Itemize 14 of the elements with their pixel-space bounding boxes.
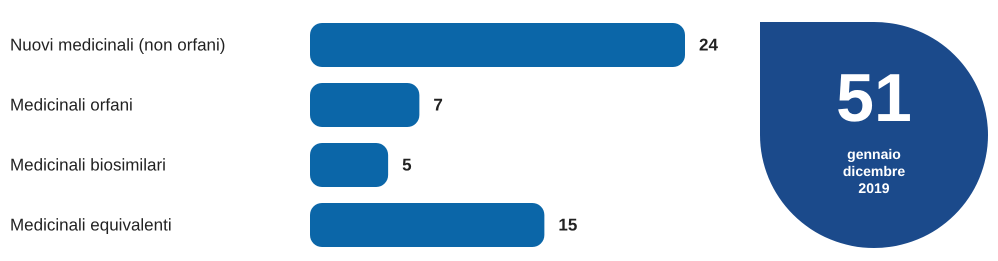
data-label: 5 xyxy=(402,156,412,174)
y-tick-label: Medicinali orfani xyxy=(10,96,133,114)
bar xyxy=(310,143,388,187)
bar xyxy=(310,83,420,127)
y-tick-label: Medicinali equivalenti xyxy=(10,216,172,234)
bar xyxy=(310,23,685,67)
y-tick-label: Nuovi medicinali (non orfani) xyxy=(10,36,226,54)
data-label: 7 xyxy=(433,96,443,114)
text: gennaio dicembre 2019 xyxy=(842,146,906,197)
text: 51 xyxy=(835,60,913,136)
data-label: 24 xyxy=(699,36,718,54)
data-label: 15 xyxy=(558,216,578,234)
y-tick-label: Medicinali biosimilari xyxy=(10,156,166,174)
bar xyxy=(310,203,544,247)
